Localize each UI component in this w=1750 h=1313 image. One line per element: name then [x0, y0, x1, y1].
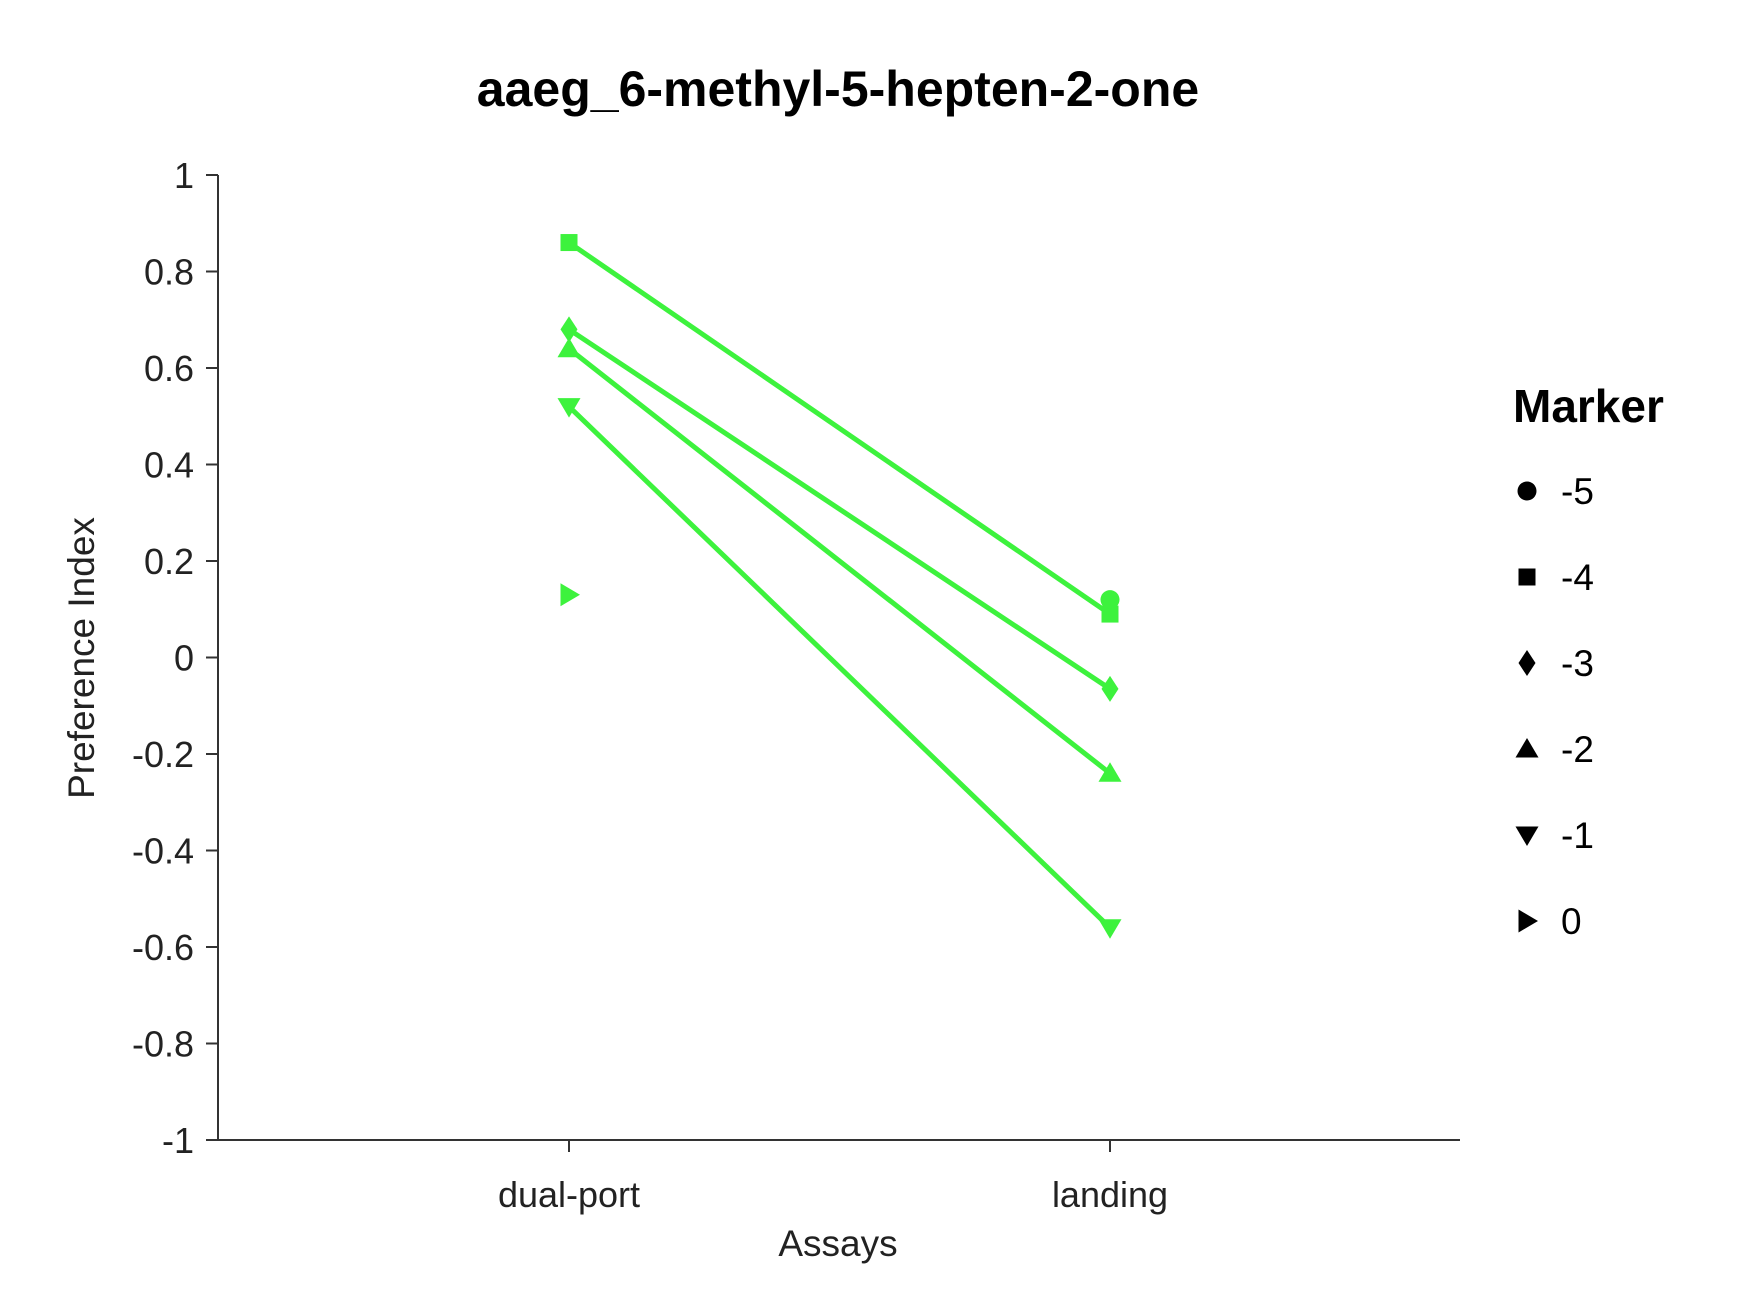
legend-label: -2: [1561, 729, 1594, 770]
legend-label: -4: [1561, 557, 1594, 598]
y-tick-label: -1: [162, 1120, 194, 1161]
legend-label: -5: [1561, 471, 1594, 512]
y-tick-label: 0.4: [144, 445, 194, 486]
y-tick-label: -0.4: [132, 831, 194, 872]
legend: Marker -5 -4 -3 -2 -1 0: [1513, 380, 1664, 942]
y-tick-label: 0.6: [144, 348, 194, 389]
x-tick-label: landing: [1052, 1174, 1168, 1215]
legend-label: -3: [1561, 643, 1594, 684]
legend-marker: [1515, 826, 1539, 846]
series-line: [566, 326, 1113, 692]
data-point: [560, 234, 578, 252]
y-tick-label: -0.2: [132, 734, 194, 775]
x-axis: dual-port landing: [218, 1139, 1460, 1215]
y-tick-label: 0.2: [144, 541, 194, 582]
legend-marker: [1517, 481, 1537, 501]
series-line: [566, 240, 1113, 617]
chart-title: aaeg_6-methyl-5-hepten-2-one: [477, 61, 1199, 117]
legend-marker: [1515, 738, 1539, 758]
data-point: [560, 583, 580, 607]
y-tick-label: -0.8: [132, 1024, 194, 1065]
y-tick-label: 0.8: [144, 252, 194, 293]
plot-area: [557, 234, 1122, 939]
series-line: [566, 346, 1113, 776]
legend-marker: [1518, 568, 1536, 586]
data-point: [1098, 762, 1122, 782]
y-tick-label: 1: [174, 155, 194, 196]
data-point: [1101, 605, 1119, 623]
y-axis: 1 0.8 0.6 0.4 0.2 0 -0.2 -0.4 -0.6 -0.8 -1: [132, 155, 219, 1161]
series-line: [566, 404, 1113, 931]
data-point: [1100, 590, 1120, 610]
legend-title: Marker: [1513, 380, 1664, 432]
y-axis-label: Preference Index: [61, 517, 102, 799]
data-point: [557, 337, 581, 358]
legend-label: 0: [1561, 901, 1582, 942]
legend-label: -1: [1561, 815, 1594, 856]
data-point: [1098, 919, 1122, 939]
x-axis-label: Assays: [778, 1223, 897, 1264]
legend-marker: [1518, 650, 1536, 676]
y-tick-label: -0.6: [132, 927, 194, 968]
x-tick-label: dual-port: [498, 1174, 640, 1215]
data-point: [1101, 675, 1119, 702]
legend-marker: [1518, 909, 1538, 933]
data-point: [560, 316, 578, 343]
data-point: [557, 398, 581, 418]
y-tick-label: 0: [174, 638, 194, 679]
